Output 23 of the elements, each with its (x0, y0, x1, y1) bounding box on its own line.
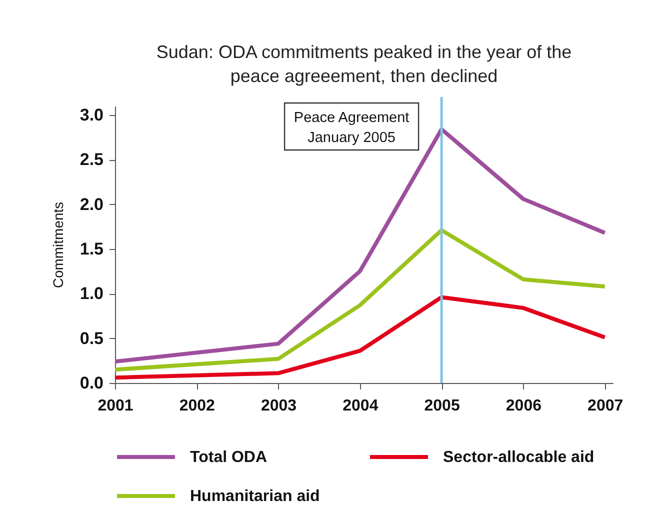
chart-title: Sudan: ODA commitments peaked in the year of the peace agreeement, then declined (156, 42, 572, 86)
x-tick-label: 2006 (506, 398, 542, 414)
legend-label: Sector-allocable aid (443, 449, 594, 466)
x-tick-label: 2001 (98, 398, 134, 414)
x-tick-label: 2004 (342, 398, 378, 414)
ref-line-label: Peace Agreement January 2005 (294, 110, 410, 146)
y-axis-title: Commitments (50, 202, 66, 288)
y-tick-label: 2.5 (80, 150, 104, 170)
x-tick-label: 2007 (588, 398, 624, 414)
y-tick-label: 1.0 (80, 284, 104, 304)
x-tick-label: 2003 (260, 398, 297, 414)
x-tick-label: 2005 (424, 398, 460, 414)
legend-label: Humanitarian aid (190, 488, 320, 505)
y-tick-label: 2.0 (80, 194, 104, 214)
y-tick-label: 0.5 (80, 328, 104, 348)
x-tick-label: 2002 (179, 398, 216, 414)
line-series (115, 228, 607, 372)
legend-label: Total ODA (190, 449, 268, 466)
y-tick-label: 0.0 (80, 374, 104, 392)
y-tick-label: 3.0 (80, 105, 104, 124)
line-series (115, 127, 607, 364)
line-series (115, 295, 607, 380)
y-tick-label: 1.5 (80, 239, 104, 258)
